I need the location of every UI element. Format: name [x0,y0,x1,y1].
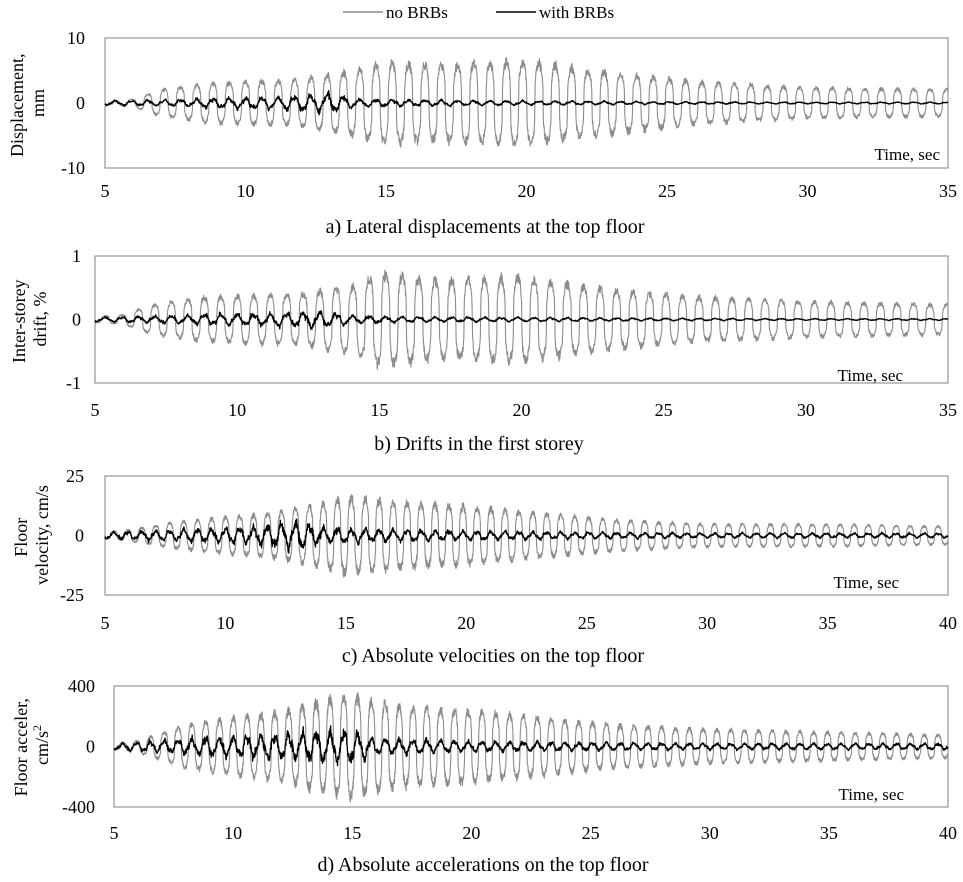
x-tick-label: 15 [337,613,355,633]
series-with-brbs [104,89,949,116]
series-with-brbs [113,725,949,767]
x-tick-label: 5 [101,613,110,633]
x-tick-label: 15 [343,823,361,843]
y-tick-label: -400 [62,797,95,817]
legend-label-no-brbs: no BRBs [386,3,448,22]
y-tick-label: 1 [72,246,81,266]
x-tick-labels: 5 10 15 20 25 30 35 40 [101,613,958,633]
y-axis-label: Floor velocity, cm/s [11,485,52,585]
panel-c: -25 0 25 5 10 15 20 25 30 35 40 Time, sec Floor v… [11,466,957,667]
x-tick-label: 10 [228,400,246,420]
x-tick-label: 30 [701,823,719,843]
x-tick-label: 25 [658,181,676,201]
series-line-no-brbs [104,494,949,578]
series-line-no-brbs [104,56,949,148]
y-tick-label: 10 [67,28,85,48]
x-axis-label: Time, sec [838,366,904,385]
plot-frame [113,685,949,808]
x-tick-label: 40 [939,823,957,843]
x-tick-label: 20 [518,181,536,201]
y-axis-label: Floor acceler, cm/s2 [11,694,52,797]
y-tick-label: -25 [60,585,84,605]
x-tick-label: 10 [216,613,234,633]
x-tick-label: 20 [462,823,480,843]
y-tick-labels: -1 0 1 [66,246,81,393]
x-tick-label: 30 [799,181,817,201]
x-tick-label: 25 [578,613,596,633]
y-tick-labels: -10 0 10 [61,28,85,178]
y-tick-label: 400 [68,676,95,696]
series-line-with-brbs [113,725,949,767]
x-axis-label: Time, sec [875,145,941,164]
x-tick-label: 35 [819,613,837,633]
panel-caption: d) Absolute accelerations on the top flo… [317,854,648,876]
y-tick-label: 0 [86,737,95,757]
x-tick-label: 30 [797,400,815,420]
x-tick-label: 20 [513,400,531,420]
x-tick-label: 40 [939,613,957,633]
x-tick-label: 20 [457,613,475,633]
y-tick-label: -10 [61,158,85,178]
plot-frame [94,255,949,384]
x-axis-label: Time, sec [834,573,900,592]
x-tick-label: 15 [370,400,388,420]
y-tick-label: -1 [66,373,81,393]
x-tick-label: 5 [110,823,119,843]
y-axis-label: Inter-storey drift, % [9,275,50,363]
y-tick-label: 0 [75,526,84,546]
series-no-brbs [113,691,949,803]
series-line-with-brbs [104,518,949,554]
plot-frame [104,475,949,596]
y-tick-labels: -25 0 25 [60,466,84,605]
x-tick-label: 10 [237,181,255,201]
y-tick-label: 0 [76,93,85,113]
x-tick-label: 25 [655,400,673,420]
x-tick-label: 5 [91,400,100,420]
series-line-no-brbs [94,269,949,370]
x-tick-label: 30 [698,613,716,633]
panel-a: -10 0 10 5 10 15 20 25 30 35 Time, sec Displacem… [7,28,957,238]
x-tick-labels: 5 10 15 20 25 30 35 [101,181,958,201]
series-with-brbs [94,310,949,330]
x-tick-label: 25 [582,823,600,843]
x-axis-label: Time, sec [839,785,905,804]
series-line-with-brbs [104,89,949,116]
x-tick-label: 5 [101,181,110,201]
y-tick-label: 25 [66,466,84,486]
x-tick-label: 15 [377,181,395,201]
panel-caption: a) Lateral displacements at the top floo… [326,216,645,238]
y-axis-label: Displacement, mm [7,49,48,157]
series-no-brbs [104,494,949,578]
panel-caption: c) Absolute velocities on the top floor [342,645,644,667]
x-tick-label: 35 [820,823,838,843]
legend: no BRBs with BRBs [343,3,614,22]
series-line-with-brbs [94,310,949,330]
x-tick-label: 35 [939,400,957,420]
legend-label-with-brbs: with BRBs [539,3,614,22]
series-no-brbs [94,269,949,370]
y-tick-label: 0 [72,310,81,330]
x-tick-labels: 5 10 15 20 25 30 35 [91,400,958,420]
series-line-no-brbs [113,691,949,803]
x-tick-label: 35 [939,181,957,201]
panel-b: -1 0 1 5 10 15 20 25 30 35 Time, sec Inter-store… [9,246,957,455]
x-tick-labels: 5 10 15 20 25 30 35 40 [110,823,958,843]
series-with-brbs [104,518,949,554]
panel-caption: b) Drifts in the first storey [374,433,583,455]
plot-frame [104,37,949,169]
y-tick-labels: -400 0 400 [62,676,95,817]
panel-d: -400 0 400 5 10 15 20 25 30 35 40 Time, sec Floor… [11,676,957,876]
x-tick-label: 10 [224,823,242,843]
series-no-brbs [104,56,949,148]
